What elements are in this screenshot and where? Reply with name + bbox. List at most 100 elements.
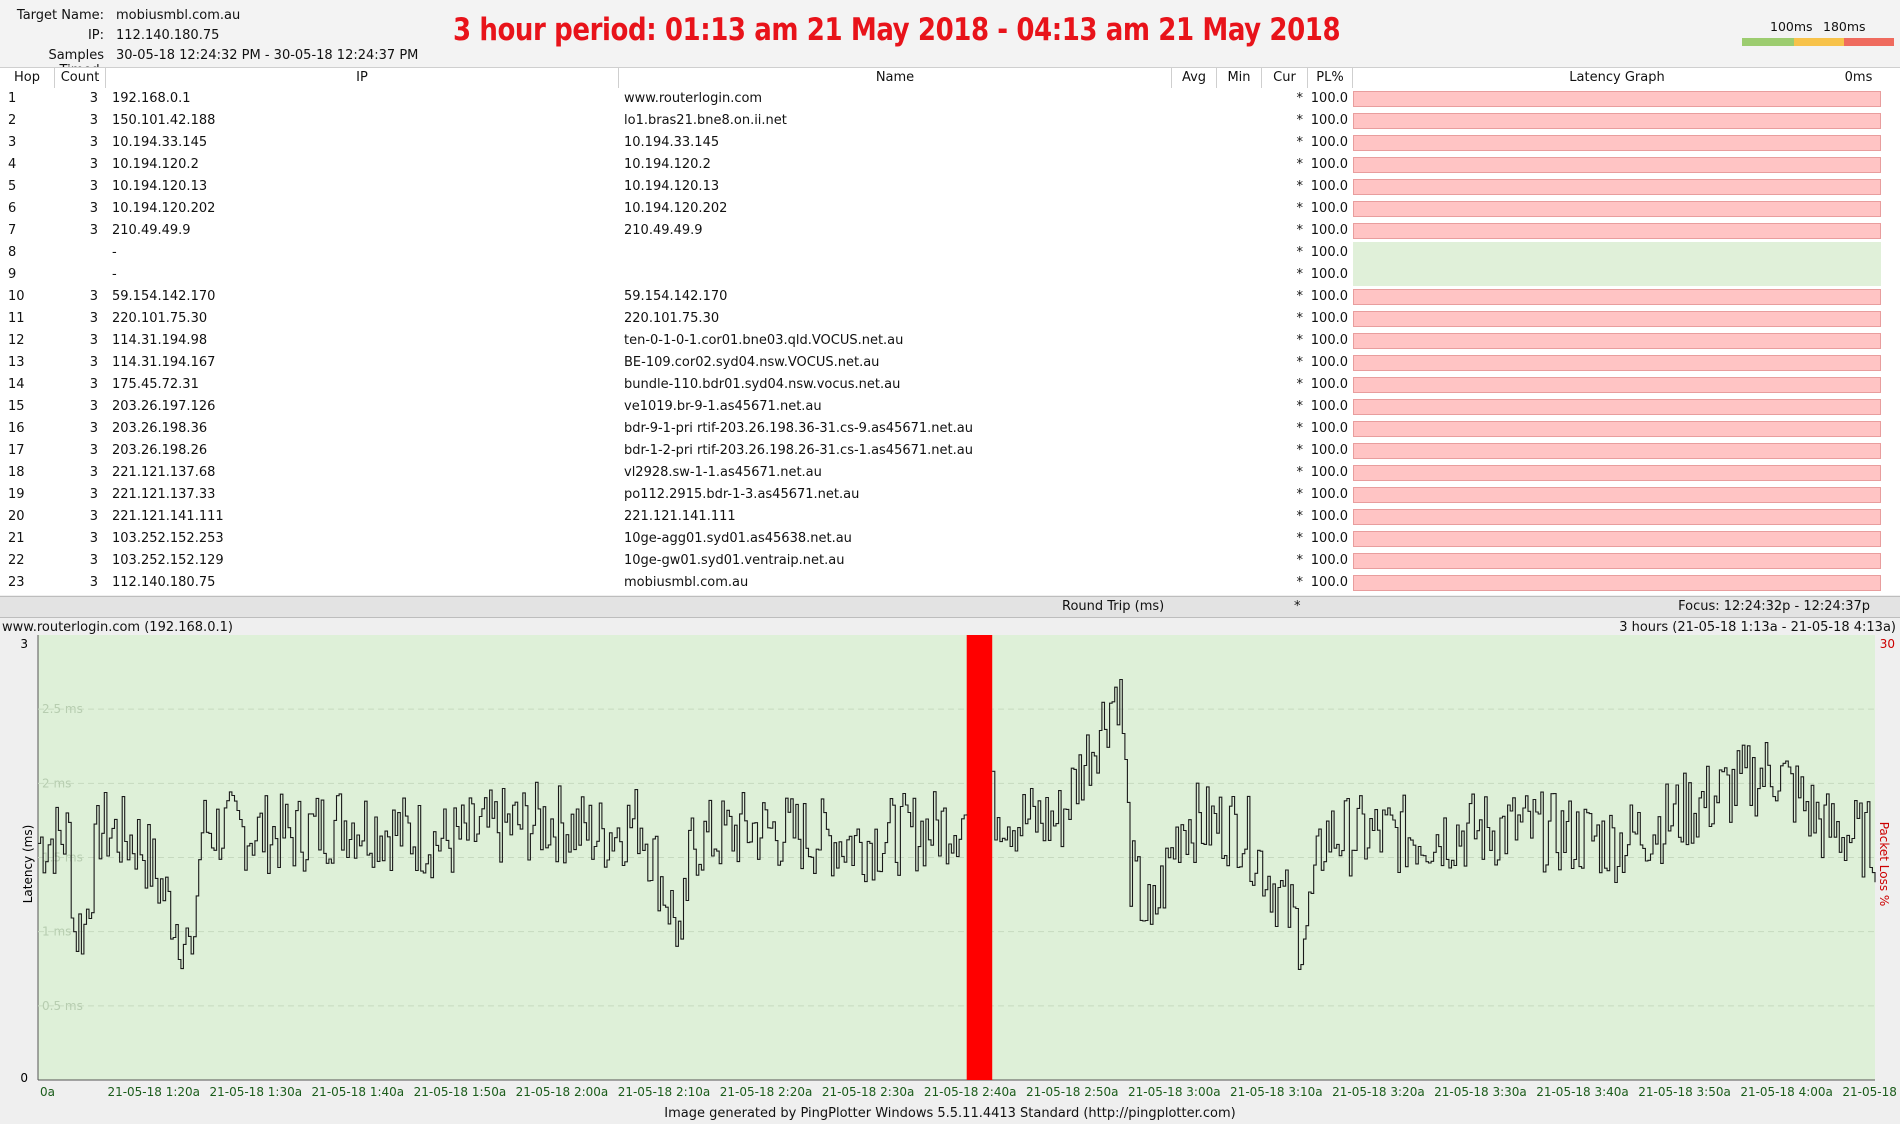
hop-latency-graph-cell: [1353, 396, 1881, 418]
col-pl[interactable]: PL%: [1308, 68, 1353, 88]
hop-row[interactable]: 1 3 192.168.0.1 www.routerlogin.com * 100.0: [0, 88, 1900, 110]
hop-count: 3: [89, 113, 98, 128]
hop-count: 3: [89, 91, 98, 106]
hop-name: 10.194.33.145: [624, 135, 720, 150]
hop-packet-loss: 100.0: [1310, 443, 1348, 458]
hop-ip: -: [112, 267, 117, 282]
packet-loss-bar: [1353, 201, 1881, 217]
graph-title: www.routerlogin.com (192.168.0.1): [2, 620, 233, 635]
hop-count: 3: [89, 201, 98, 216]
hop-row[interactable]: 13 3 114.31.194.167 BE-109.cor02.syd04.nsw.…: [0, 352, 1900, 374]
target-name-label: Target Name:: [16, 8, 104, 23]
col-latency-graph[interactable]: Latency Graph: [1569, 70, 1665, 85]
hop-row[interactable]: 20 3 221.121.141.111 221.121.141.111 * 100.0: [0, 506, 1900, 528]
gridlines: [38, 708, 1875, 1007]
hop-count: 3: [89, 465, 98, 480]
hop-packet-loss: 100.0: [1310, 399, 1348, 414]
col-min[interactable]: Min: [1217, 68, 1262, 88]
hop-name: 10ge-agg01.syd01.as45638.net.au: [624, 531, 852, 546]
packet-loss-bar: [1353, 179, 1881, 195]
hop-row[interactable]: 16 3 203.26.198.36 bdr-9-1-pri rtif-203.26.…: [0, 418, 1900, 440]
packet-loss-band: [966, 635, 993, 1080]
hop-row[interactable]: 14 3 175.45.72.31 bundle-110.bdr01.syd04.ns…: [0, 374, 1900, 396]
hop-ip: 150.101.42.188: [112, 113, 216, 128]
hop-row[interactable]: 15 3 203.26.197.126 ve1019.br-9-1.as45671.n…: [0, 396, 1900, 418]
hop-count: 3: [89, 289, 98, 304]
hop-row[interactable]: 12 3 114.31.194.98 ten-0-1-0-1.cor01.bne03.…: [0, 330, 1900, 352]
hop-row[interactable]: 8 - * 100.0: [0, 242, 1900, 264]
x-tick-label: 21-05-18 3:20a: [1332, 1085, 1425, 1099]
col-count[interactable]: Count: [55, 68, 106, 88]
x-tick-label: 21-05-18 3:40a: [1536, 1085, 1629, 1099]
hop-number: 3: [8, 135, 17, 150]
hop-cur: *: [1296, 267, 1304, 282]
hop-name: mobiusmbl.com.au: [624, 575, 749, 590]
hop-name: 221.121.141.111: [624, 509, 736, 524]
hop-count: 3: [89, 311, 98, 326]
hop-number: 2: [8, 113, 17, 128]
col-name[interactable]: Name: [619, 68, 1172, 88]
hop-row[interactable]: 11 3 220.101.75.30 220.101.75.30 * 100.0: [0, 308, 1900, 330]
hop-packet-loss: 100.0: [1310, 201, 1348, 216]
scale-yellow-segment: [1794, 38, 1844, 46]
hop-packet-loss: 100.0: [1310, 377, 1348, 392]
hop-row[interactable]: 5 3 10.194.120.13 10.194.120.13 * 100.0: [0, 176, 1900, 198]
col-avg[interactable]: Avg: [1172, 68, 1217, 88]
hop-row[interactable]: 17 3 203.26.198.26 bdr-1-2-pri rtif-203.26.…: [0, 440, 1900, 462]
hop-row[interactable]: 10 3 59.154.142.170 59.154.142.170 * 100.0: [0, 286, 1900, 308]
hop-latency-graph-cell: [1353, 550, 1881, 572]
hop-ip: 203.26.198.26: [112, 443, 208, 458]
footer-credit: Image generated by PingPlotter Windows 5…: [0, 1103, 1900, 1124]
x-tick-label: 21-05-18 1:20a: [107, 1085, 200, 1099]
hop-cur: *: [1296, 531, 1304, 546]
packet-loss-bar: [1353, 421, 1881, 437]
x-tick-label: 21-05-18 3:00a: [1128, 1085, 1221, 1099]
latency-time-graph[interactable]: 0.5 ms 1 ms 1.5 ms 2 ms 2.5 ms 3 0 30 Latenc…: [0, 634, 1900, 1102]
hop-ip: 221.121.137.68: [112, 465, 216, 480]
hop-name: ten-0-1-0-1.cor01.bne03.qld.VOCUS.net.au: [624, 333, 904, 348]
hop-cur: *: [1296, 223, 1304, 238]
scale-low-label: 100ms: [1770, 19, 1813, 34]
hop-row[interactable]: 23 3 112.140.180.75 mobiusmbl.com.au * 100.0: [0, 572, 1900, 594]
hop-latency-graph-cell: [1353, 352, 1881, 374]
hop-name: 10.194.120.13: [624, 179, 720, 194]
hop-ip: 220.101.75.30: [112, 311, 208, 326]
hop-name: po112.2915.bdr-1-3.as45671.net.au: [624, 487, 860, 502]
ip-value: 112.140.180.75: [116, 28, 220, 43]
y2-axis-title: Packet Loss %: [1877, 822, 1891, 907]
hop-count: 3: [89, 377, 98, 392]
x-tick-label: 21-05-18 2:50a: [1026, 1085, 1119, 1099]
packet-loss-bar: [1353, 289, 1881, 305]
col-ip[interactable]: IP: [106, 68, 619, 88]
y-tick-label: 2 ms: [42, 776, 71, 790]
hop-name: 10ge-gw01.syd01.ventraip.net.au: [624, 553, 845, 568]
hop-row[interactable]: 19 3 221.121.137.33 po112.2915.bdr-1-3.as45…: [0, 484, 1900, 506]
hop-cur: *: [1296, 179, 1304, 194]
packet-loss-bar: [1353, 553, 1881, 569]
target-name-value: mobiusmbl.com.au: [116, 8, 241, 23]
hop-ip: 221.121.141.111: [112, 509, 224, 524]
hop-row[interactable]: 18 3 221.121.137.68 vl2928.sw-1-1.as45671.n…: [0, 462, 1900, 484]
hop-number: 18: [8, 465, 25, 480]
hop-row[interactable]: 3 3 10.194.33.145 10.194.33.145 * 100.0: [0, 132, 1900, 154]
hop-number: 12: [8, 333, 25, 348]
packet-loss-bar: [1353, 113, 1881, 129]
hop-row[interactable]: 9 - * 100.0: [0, 264, 1900, 286]
hop-number: 16: [8, 421, 25, 436]
y-axis-title: Latency (ms): [21, 825, 35, 904]
hop-cur: *: [1296, 487, 1304, 502]
hop-packet-loss: 100.0: [1310, 333, 1348, 348]
hop-row[interactable]: 7 3 210.49.49.9 210.49.49.9 * 100.0: [0, 220, 1900, 242]
hop-row[interactable]: 22 3 103.252.152.129 10ge-gw01.syd01.ventra…: [0, 550, 1900, 572]
hop-number: 19: [8, 487, 25, 502]
hop-row[interactable]: 21 3 103.252.152.253 10ge-agg01.syd01.as456…: [0, 528, 1900, 550]
hop-row[interactable]: 2 3 150.101.42.188 lo1.bras21.bne8.on.ii.ne…: [0, 110, 1900, 132]
col-cur[interactable]: Cur: [1262, 68, 1308, 88]
hop-latency-graph-cell: [1353, 440, 1881, 462]
packet-loss-bar: [1353, 377, 1881, 393]
hop-cur: *: [1296, 509, 1304, 524]
hop-count: 3: [89, 179, 98, 194]
hop-row[interactable]: 6 3 10.194.120.202 10.194.120.202 * 100.0: [0, 198, 1900, 220]
col-hop[interactable]: Hop: [0, 68, 55, 88]
hop-row[interactable]: 4 3 10.194.120.2 10.194.120.2 * 100.0: [0, 154, 1900, 176]
